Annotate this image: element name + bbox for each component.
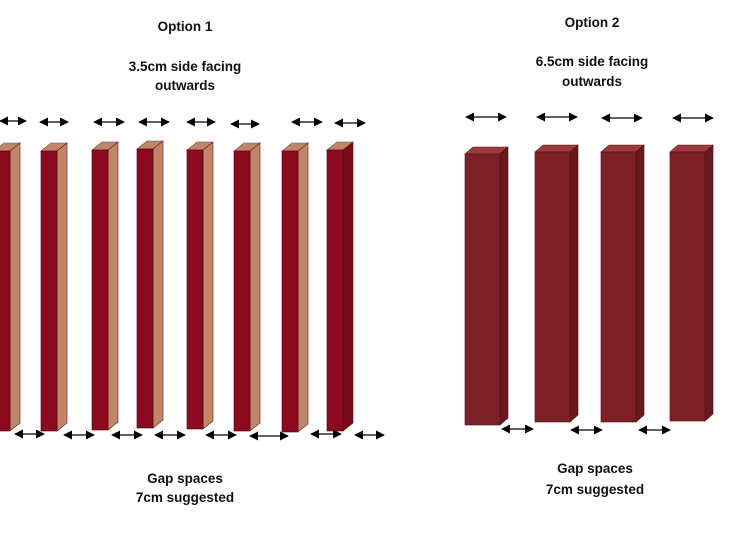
slat-front-face: [669, 151, 706, 422]
slat-side-face: [635, 144, 645, 423]
option1-gap-arrows: [14, 429, 385, 441]
slat-side-face: [499, 146, 509, 426]
slat-side-face: [202, 141, 214, 430]
option1-gap-label-line2: 7cm suggested: [135, 490, 235, 505]
slat-side-face: [249, 142, 261, 432]
option1-slat: [91, 141, 119, 431]
slat-side-face: [297, 142, 309, 433]
option2-slats: [464, 144, 714, 426]
option1-top-arrows: [0, 116, 366, 129]
option2-title: Option 2: [564, 15, 620, 30]
slat-front-face: [0, 150, 11, 432]
option2-top-arrows: [465, 112, 714, 123]
option1-slat: [326, 141, 354, 432]
slat-side-face: [152, 140, 164, 429]
option2-description-line1: 6.5cm side facing: [535, 54, 649, 69]
slat-side-face: [56, 142, 68, 432]
option1-gap-label-line1: Gap spaces: [147, 471, 223, 486]
option2-slat: [464, 146, 509, 426]
option1-description-line1: 3.5cm side facing: [128, 59, 242, 74]
option2-slat: [669, 144, 714, 422]
option2-slat: [600, 144, 645, 423]
option1-slat: [0, 142, 21, 432]
slat-front-face: [233, 150, 251, 432]
slat-front-face: [136, 148, 154, 429]
slat-front-face: [326, 149, 344, 432]
option1-title: Option 1: [157, 19, 213, 34]
option2-description-line2: outwards: [561, 74, 622, 89]
slat-front-face: [186, 149, 204, 430]
slat-side-face: [704, 144, 714, 422]
slat-front-face: [91, 149, 109, 431]
option2-gap-label-line1: Gap spaces: [557, 461, 633, 476]
option1-slat: [186, 141, 214, 430]
slat-side-face: [107, 141, 119, 431]
slat-front-face: [600, 151, 637, 423]
slat-front-face: [40, 150, 58, 432]
option2-slat: [534, 144, 579, 423]
option1-description-line2: outwards: [154, 78, 215, 93]
option1-slat: [233, 142, 261, 432]
slat-front-face: [281, 150, 299, 433]
option1-slat: [136, 140, 164, 429]
option2-gap-label-line2: 7cm suggested: [545, 482, 645, 497]
option2-gap-arrows: [501, 424, 671, 435]
slat-side-face: [9, 142, 21, 432]
slat-front-face: [534, 151, 571, 423]
slat-side-face: [569, 144, 579, 423]
option1-slats: [0, 140, 354, 433]
option1-slat: [281, 142, 309, 433]
slat-side-face: [342, 141, 354, 432]
slat-front-face: [464, 153, 501, 426]
option1-slat: [40, 142, 68, 432]
